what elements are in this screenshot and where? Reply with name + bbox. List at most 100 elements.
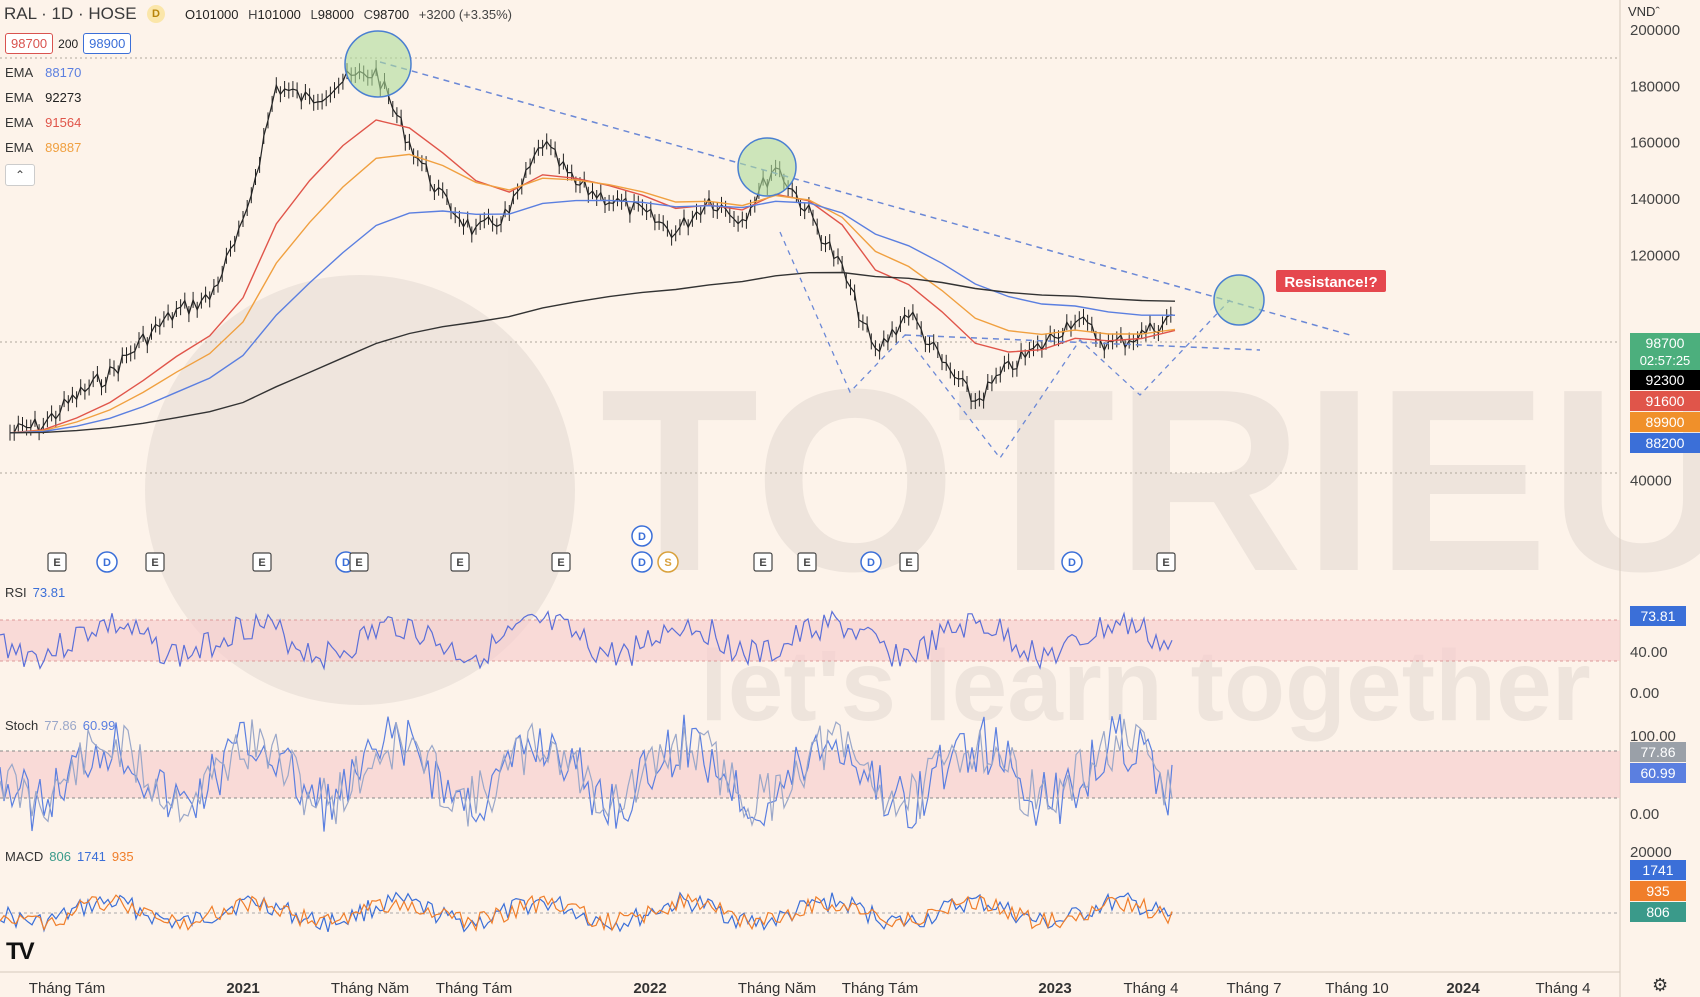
- tradingview-logo[interactable]: TV: [6, 938, 35, 965]
- event-marker-label: D: [1068, 557, 1076, 569]
- split-event-marker[interactable]: [657, 551, 679, 573]
- data-badge[interactable]: D: [147, 5, 165, 23]
- event-marker-label: E: [803, 557, 810, 569]
- macd-signal-line[interactable]: [0, 892, 1173, 932]
- time-tick-label: Tháng Tám: [842, 980, 918, 997]
- indicator-tick-label: 0.00: [1630, 685, 1659, 702]
- event-marker-label: D: [867, 557, 875, 569]
- indicator-tick-label: 20000: [1630, 844, 1672, 861]
- earnings-event-marker[interactable]: [1156, 552, 1176, 572]
- indicator-tick-label: 0.00: [1630, 806, 1659, 823]
- indicator-value-pill: 73.81: [1630, 606, 1686, 626]
- resistance-trendline[interactable]: [379, 61, 1351, 336]
- time-tick-label: 2021: [226, 980, 259, 997]
- indicator-value-pill: 806: [1630, 902, 1686, 922]
- price-line[interactable]: [9, 66, 1176, 434]
- earnings-event-marker[interactable]: [47, 552, 67, 572]
- countdown-pill: 02:57:25: [1630, 351, 1700, 371]
- peak-circle-2[interactable]: [737, 137, 797, 197]
- annotation-label[interactable]: Resistance!?: [1284, 274, 1377, 291]
- earnings-event-marker[interactable]: [252, 552, 272, 572]
- neckline[interactable]: [904, 334, 1261, 351]
- price-tick-label: 120000: [1630, 247, 1680, 264]
- time-tick-label: Tháng 4: [1535, 980, 1590, 997]
- bid-price[interactable]: 98700: [5, 33, 54, 54]
- event-marker-label: S: [664, 557, 671, 569]
- time-tick-label: Tháng 7: [1226, 980, 1281, 997]
- indicator-value-pill: 1741: [1630, 860, 1686, 880]
- price-axis-pill: 98700: [1630, 333, 1700, 353]
- earnings-event-marker[interactable]: [753, 552, 773, 572]
- dividend-event-marker[interactable]: [1061, 551, 1083, 573]
- ema-label: EMA: [5, 115, 34, 130]
- dividend-event-marker[interactable]: [631, 525, 653, 547]
- event-marker-label: E: [456, 557, 463, 569]
- dividend-event-marker[interactable]: [96, 551, 118, 573]
- time-tick-label: 2024: [1446, 980, 1480, 997]
- earnings-event-marker[interactable]: [349, 552, 369, 572]
- target-circle[interactable]: [1213, 274, 1265, 326]
- annotation-label-bg[interactable]: [1276, 270, 1386, 292]
- rsi-legend: RSI 73.81: [5, 585, 66, 600]
- spread: 200: [58, 37, 79, 51]
- ohlc-readout: O101000 H101000 L98000 C98700 +3200 (+3.…: [185, 7, 512, 22]
- time-tick-label: Tháng 4: [1123, 980, 1178, 997]
- ema-legend-row[interactable]: EMA 92273: [5, 88, 81, 113]
- bid-ask: 98700 200 98900: [5, 33, 132, 54]
- event-marker-label: E: [258, 557, 265, 569]
- price-tick-label: 180000: [1630, 78, 1680, 95]
- earnings-event-marker[interactable]: [551, 552, 571, 572]
- earnings-event-marker[interactable]: [450, 552, 470, 572]
- price-tick-label: 200000: [1630, 22, 1680, 39]
- indicator-value-pill: 60.99: [1630, 763, 1686, 783]
- macd-line[interactable]: [0, 891, 1173, 933]
- indicator-value-pill: 935: [1630, 881, 1686, 901]
- ask-price[interactable]: 98900: [83, 33, 132, 54]
- ema-label: EMA: [5, 65, 34, 80]
- time-tick-label: Tháng Năm: [331, 980, 409, 997]
- event-marker-label: E: [1162, 557, 1169, 569]
- price-axis-pill: 89900: [1630, 412, 1700, 432]
- earnings-event-marker[interactable]: [145, 552, 165, 572]
- event-marker-label: D: [638, 531, 646, 543]
- ema-legend-row[interactable]: EMA 91564: [5, 113, 81, 138]
- macd-legend: MACD 806 1741 935: [5, 849, 134, 864]
- time-tick-label: Tháng Tám: [436, 980, 512, 997]
- chevron-down-icon: ˆ: [1655, 4, 1660, 19]
- ema-legend-row[interactable]: EMA 88170: [5, 63, 81, 88]
- event-marker-label: E: [53, 557, 60, 569]
- dividend-event-marker[interactable]: [631, 551, 653, 573]
- ema-legend: EMA 88170 EMA 92273 EMA 91564 EMA 89887: [5, 63, 81, 163]
- ema-value: 89887: [45, 140, 82, 155]
- event-marker-label: E: [355, 557, 362, 569]
- gear-icon[interactable]: ⚙: [1652, 975, 1669, 995]
- price-axis-pill: 91600: [1630, 391, 1700, 411]
- ema-value: 88170: [45, 65, 82, 80]
- ema-value: 92273: [45, 90, 82, 105]
- price-tick-label: 160000: [1630, 135, 1680, 152]
- price-tick-label: 40000: [1630, 473, 1672, 490]
- ema-line[interactable]: [9, 153, 1176, 434]
- event-marker-label: E: [905, 557, 912, 569]
- peak-circle-1[interactable]: [344, 30, 412, 98]
- watermark-text: TOTRIEU: [600, 336, 1700, 626]
- dividend-event-marker[interactable]: [860, 551, 882, 573]
- time-tick-label: 2022: [633, 980, 666, 997]
- pattern-outline[interactable]: [779, 231, 1231, 460]
- stoch-k-line[interactable]: [0, 718, 1173, 828]
- event-marker-label: E: [151, 557, 158, 569]
- indicator-value-pill: 77.86: [1630, 742, 1686, 762]
- stoch-d-line[interactable]: [0, 714, 1173, 832]
- ema-line[interactable]: [9, 271, 1176, 434]
- earnings-event-marker[interactable]: [797, 552, 817, 572]
- time-tick-label: 2023: [1038, 980, 1071, 997]
- ema-legend-row[interactable]: EMA 89887: [5, 138, 81, 163]
- chevron-up-icon[interactable]: ⌃: [5, 164, 35, 186]
- symbol-title[interactable]: RAL · 1D · HOSE: [4, 4, 137, 23]
- currency-selector[interactable]: VNDˆ: [1628, 4, 1660, 19]
- earnings-event-marker[interactable]: [899, 552, 919, 572]
- rsi-line[interactable]: [0, 610, 1173, 671]
- ema-line[interactable]: [9, 199, 1175, 434]
- event-marker-label: D: [103, 557, 111, 569]
